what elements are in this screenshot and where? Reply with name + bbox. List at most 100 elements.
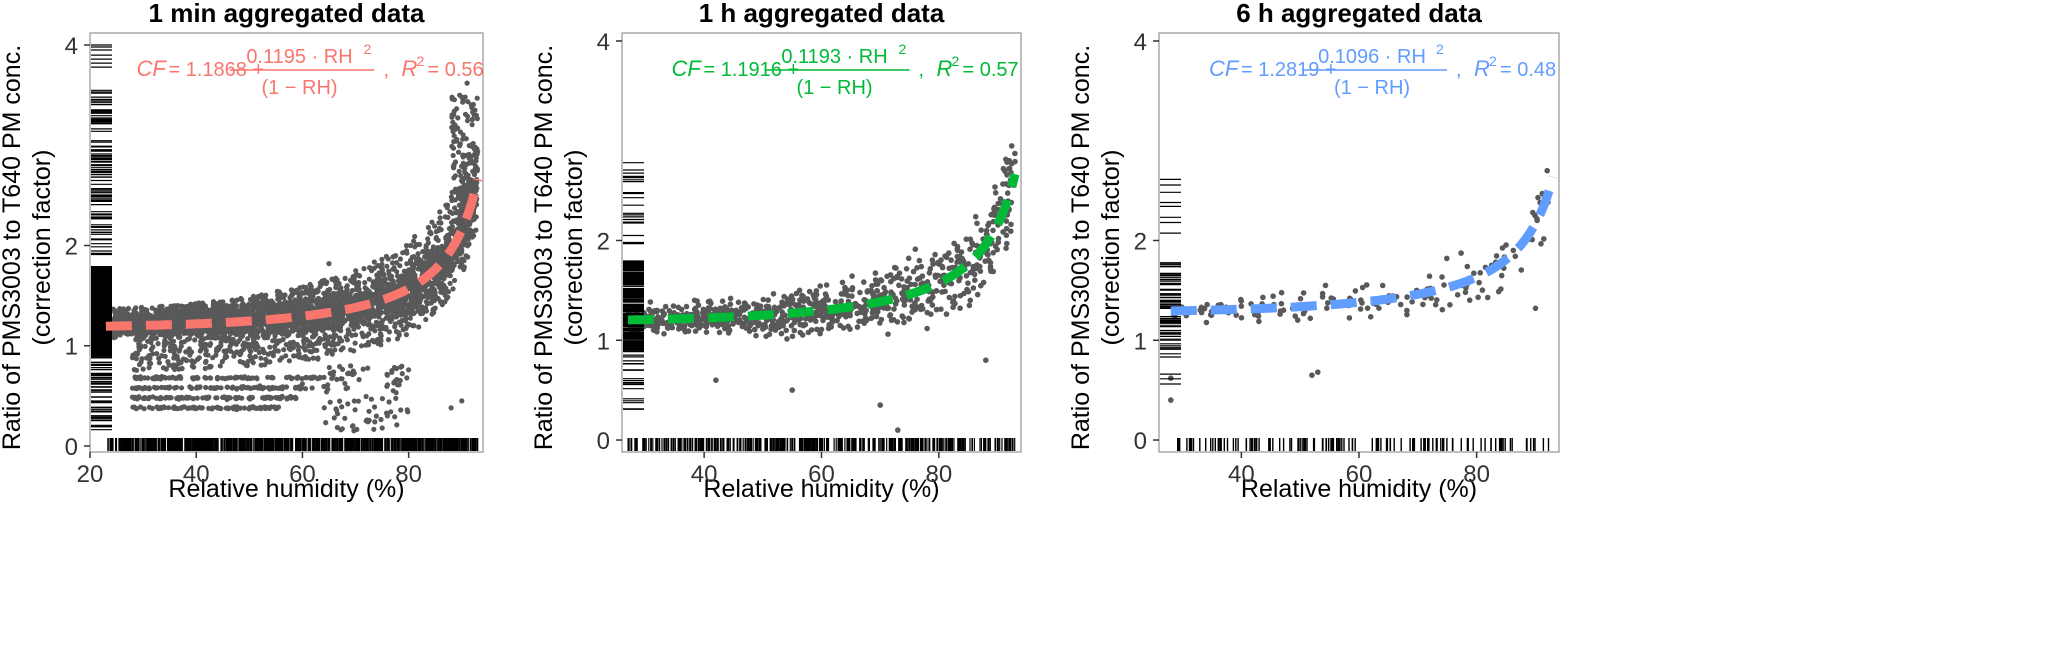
data-point bbox=[256, 309, 262, 315]
band-point bbox=[172, 385, 178, 391]
data-point bbox=[120, 310, 126, 316]
data-point bbox=[379, 396, 385, 402]
data-point bbox=[209, 308, 215, 314]
data-point bbox=[446, 267, 452, 273]
data-point bbox=[398, 407, 404, 413]
data-point bbox=[334, 300, 340, 306]
data-point bbox=[465, 113, 471, 119]
data-point bbox=[454, 106, 460, 112]
data-point bbox=[169, 333, 175, 339]
data-point bbox=[149, 305, 155, 311]
band-point bbox=[229, 405, 236, 411]
band-point bbox=[163, 395, 169, 401]
data-point bbox=[471, 233, 477, 239]
data-point bbox=[365, 365, 371, 371]
data-point bbox=[474, 180, 480, 186]
data-point bbox=[323, 322, 329, 328]
data-point bbox=[213, 348, 220, 354]
data-point bbox=[346, 329, 352, 335]
data-point bbox=[131, 367, 137, 373]
data-point bbox=[285, 322, 291, 328]
data-point bbox=[404, 375, 410, 381]
data-point bbox=[381, 271, 387, 277]
data-point bbox=[466, 179, 472, 185]
x-axis-label: Relative humidity (%) bbox=[168, 475, 404, 503]
outlier-point bbox=[363, 418, 369, 424]
data-point bbox=[261, 295, 267, 301]
data-point bbox=[159, 353, 165, 359]
data-point bbox=[261, 350, 267, 356]
data-point bbox=[249, 308, 255, 314]
data-point bbox=[191, 364, 197, 370]
data-point bbox=[425, 240, 431, 246]
data-point bbox=[449, 189, 455, 195]
data-point bbox=[351, 428, 357, 434]
data-point bbox=[333, 332, 339, 338]
data-point bbox=[283, 341, 289, 348]
data-point bbox=[461, 223, 467, 229]
y-axis-label: Ratio of PMS3003 to T640 PM conc. bbox=[0, 45, 26, 450]
data-point bbox=[238, 331, 244, 337]
data-point bbox=[425, 259, 431, 265]
data-point bbox=[384, 382, 391, 388]
data-point bbox=[355, 272, 361, 278]
data-point bbox=[416, 324, 422, 330]
data-point bbox=[466, 241, 472, 247]
data-point bbox=[410, 311, 417, 317]
data-point bbox=[336, 325, 342, 331]
data-point bbox=[350, 423, 356, 429]
data-point bbox=[234, 297, 240, 303]
data-point bbox=[347, 291, 353, 297]
data-point bbox=[217, 303, 223, 309]
data-point bbox=[140, 366, 146, 372]
band-point bbox=[240, 384, 246, 390]
x-tick-label: 40 bbox=[183, 461, 210, 488]
data-point bbox=[404, 407, 410, 413]
band-point bbox=[167, 384, 173, 390]
data-point bbox=[341, 318, 348, 324]
data-point bbox=[314, 347, 320, 353]
data-point bbox=[389, 273, 395, 279]
data-point bbox=[450, 286, 456, 292]
data-point bbox=[449, 224, 455, 231]
data-point bbox=[172, 366, 178, 372]
data-point bbox=[471, 216, 477, 223]
data-point bbox=[396, 382, 402, 388]
data-point bbox=[437, 257, 443, 263]
data-point bbox=[290, 323, 296, 330]
data-point bbox=[315, 288, 321, 294]
data-point bbox=[195, 356, 201, 362]
band-point bbox=[186, 395, 192, 401]
data-point bbox=[461, 264, 467, 270]
x-rug bbox=[107, 438, 479, 451]
data-point bbox=[373, 319, 379, 325]
data-point bbox=[347, 316, 353, 322]
band-point bbox=[145, 385, 151, 391]
data-point bbox=[120, 306, 126, 312]
data-point bbox=[315, 295, 322, 301]
data-point bbox=[366, 276, 372, 282]
data-point bbox=[378, 309, 384, 315]
data-point bbox=[371, 259, 377, 265]
data-point bbox=[111, 330, 117, 337]
band-point bbox=[234, 386, 240, 392]
data-point bbox=[190, 309, 196, 315]
band-point bbox=[190, 396, 196, 402]
band-point bbox=[295, 374, 301, 380]
data-point bbox=[229, 297, 235, 303]
data-point bbox=[419, 265, 425, 271]
data-point bbox=[396, 319, 402, 325]
data-point bbox=[348, 297, 354, 303]
data-point bbox=[258, 355, 264, 361]
data-point bbox=[449, 94, 455, 100]
data-point bbox=[161, 347, 167, 353]
data-point bbox=[207, 363, 213, 369]
data-point bbox=[338, 287, 344, 293]
data-point bbox=[378, 331, 384, 337]
band-point bbox=[134, 396, 140, 402]
data-point bbox=[275, 323, 281, 330]
data-point bbox=[146, 365, 152, 371]
data-point bbox=[223, 337, 229, 343]
data-point bbox=[310, 355, 316, 361]
data-point bbox=[351, 276, 357, 282]
